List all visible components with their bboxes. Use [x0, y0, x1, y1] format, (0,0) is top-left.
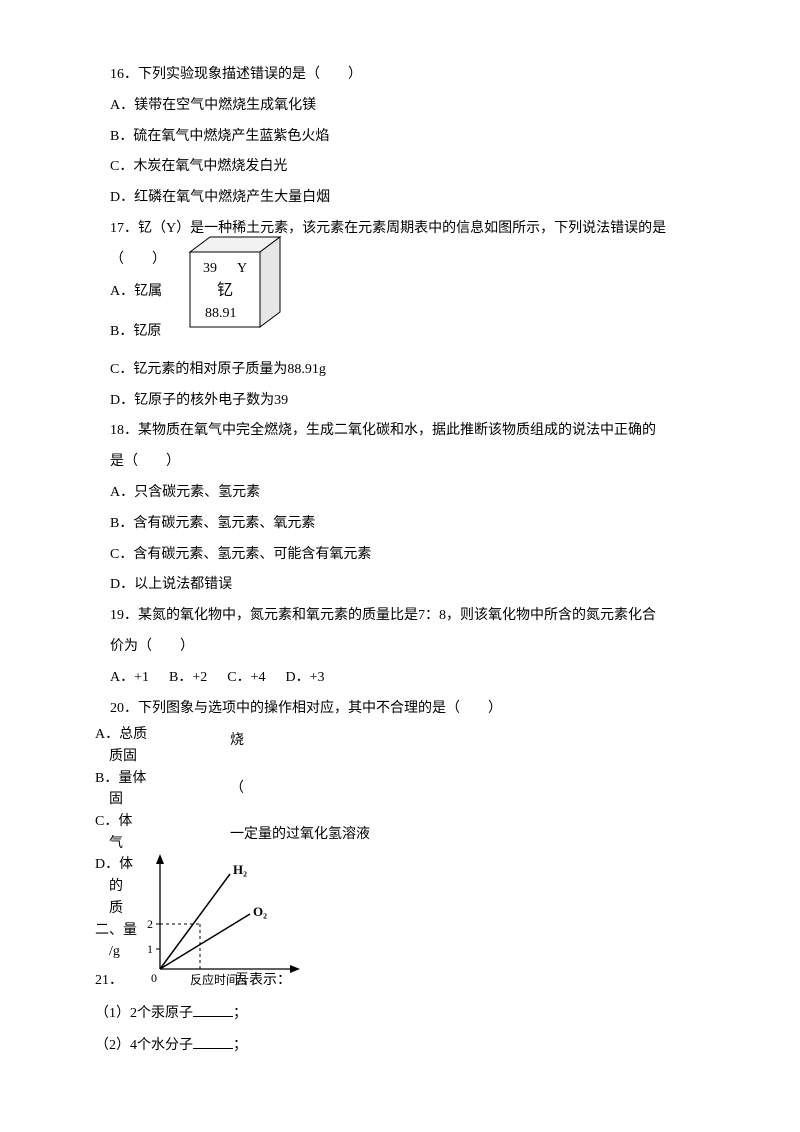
svg-text:1: 1	[147, 942, 153, 956]
q21-suffix: 吾表示：	[235, 966, 291, 997]
cube-name: 钇	[217, 281, 233, 299]
element-cube-icon: 39 Y 钇 88.91	[165, 227, 295, 347]
cube-num: 39	[203, 261, 217, 276]
q18-d: D．以上说法都错误	[110, 570, 710, 601]
q20-a-suffix: 烧	[230, 726, 244, 757]
q19-b: B．+2	[169, 663, 207, 694]
q16-d: D．红磷在氧气中燃烧产生大量白烟	[110, 183, 710, 214]
q17-b: B．钇原	[110, 317, 161, 348]
blank-2[interactable]	[193, 1034, 233, 1049]
svg-text:0: 0	[151, 971, 157, 985]
q19-a: A．+1	[110, 663, 149, 694]
q18-a: A．只含碳元素、氢元素	[110, 478, 710, 509]
cube-mass: 88.91	[205, 306, 237, 321]
q18-stem: 18．某物质在氧气中完全燃烧，生成二氧化碳和水，据此推断该物质组成的说法中正确的	[110, 416, 710, 447]
q19-c: C．+4	[227, 663, 265, 694]
q16-c: C．木炭在氧气中燃烧发白光	[110, 152, 710, 183]
q20-c-suffix: 一定量的过氧化氢溶液	[230, 820, 370, 851]
q18-c: C．含有碳元素、氢元素、可能含有氧元素	[110, 540, 710, 571]
q21-sub1: （1）2个汞原子；	[95, 999, 247, 1030]
q21-sub2: （2）4个水分子；	[95, 1031, 247, 1062]
blank-1[interactable]	[193, 1002, 233, 1017]
q19-stem2: 价为（ ）	[110, 632, 710, 663]
q19-d: D．+3	[285, 663, 324, 694]
q16-b: B．硫在氧气中燃烧产生蓝紫色火焰	[110, 122, 710, 153]
q20-b-suffix: （	[230, 774, 244, 805]
q16-a: A．镁带在空气中燃烧生成氧化镁	[110, 91, 710, 122]
q18-b: B．含有碳元素、氢元素、氧元素	[110, 509, 710, 540]
svg-text:H₂: H₂	[233, 862, 247, 877]
q17-c: C．钇元素的相对原子质量为88.91g	[110, 355, 710, 386]
q17-paren: （ ）	[110, 245, 166, 276]
q17-d: D．钇原子的核外电子数为39	[110, 386, 710, 417]
q18-stem2: 是（ ）	[110, 447, 710, 478]
q19-stem: 19．某氮的氧化物中，氮元素和氧元素的质量比是7：8，则该氧化物中所含的氮元素化…	[110, 601, 710, 632]
q21-line: 21．	[95, 966, 123, 997]
q16-stem: 16．下列实验现象描述错误的是（ ）	[110, 60, 710, 91]
q20-stem: 20．下列图象与选项中的操作相对应，其中不合理的是（ ）	[110, 694, 710, 725]
q17-a: A．钇属	[110, 277, 162, 308]
chart-ylabels: A．总质 质固 B．量体 固 C．体 气 D．体 的 质 二、量 /g	[95, 724, 147, 963]
svg-text:2: 2	[147, 917, 153, 931]
cube-sym: Y	[237, 261, 247, 276]
svg-text:O₂: O₂	[253, 904, 267, 919]
